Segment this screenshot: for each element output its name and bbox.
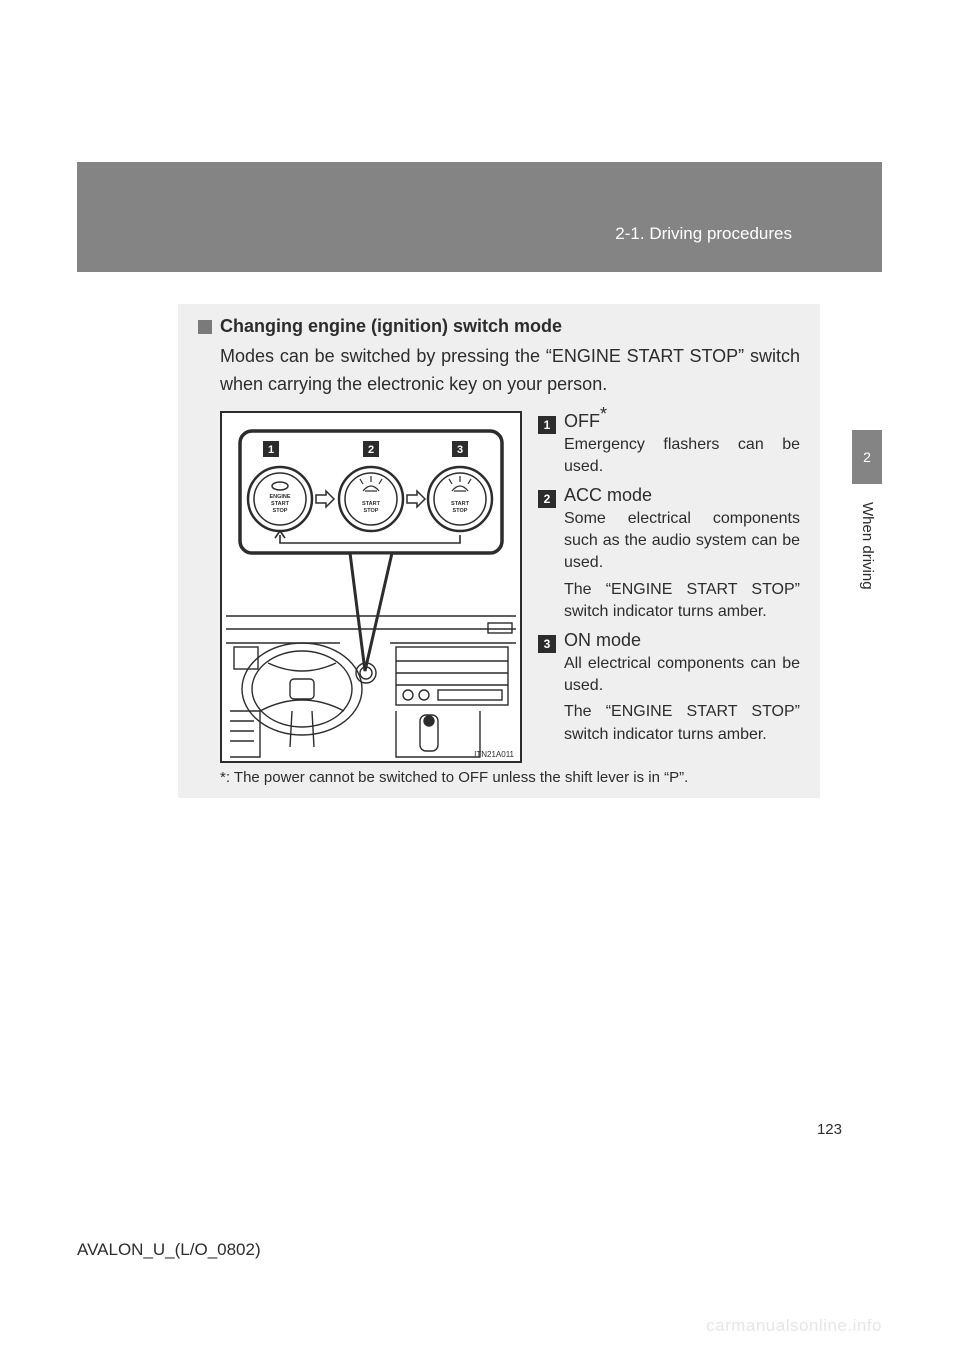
header-band: 2-1. Driving procedures <box>77 162 882 272</box>
mode-title: ON mode <box>564 630 641 651</box>
mode-item: 2 ACC mode Some electrical components su… <box>538 485 800 624</box>
heading-row: Changing engine (ignition) switch mode <box>198 316 800 337</box>
diagram-code: ITN21A011 <box>474 750 514 759</box>
callout-1-badge: 1 <box>263 441 279 457</box>
mode-desc: Emergency flashers can be used. <box>564 434 800 479</box>
watermark: carmanualsonline.info <box>706 1316 882 1336</box>
callout-3-badge: 3 <box>452 441 468 457</box>
page-number: 123 <box>817 1121 842 1138</box>
svg-text:STOP: STOP <box>453 508 468 514</box>
section-label: 2-1. Driving procedures <box>615 224 792 244</box>
two-column-layout: 1 2 3 <box>220 411 800 763</box>
intro-text: Modes can be switched by pressing the “E… <box>220 343 800 399</box>
chapter-title-tab: When driving <box>859 502 876 590</box>
mode-desc: The “ENGINE START STOP” switch indicator… <box>564 701 800 746</box>
heading-text: Changing engine (ignition) switch mode <box>220 316 562 337</box>
engine-button-off: ENGINE START STOP <box>248 467 312 531</box>
mode-title-text: OFF <box>564 411 600 431</box>
mode-list: 1 OFF* Emergency flashers can be used. 2… <box>538 411 800 763</box>
footnote-text: : The power cannot be switched to OFF un… <box>226 769 688 786</box>
mode-title-row: 1 OFF* <box>538 411 800 432</box>
svg-text:START: START <box>362 501 381 507</box>
num-badge-1: 1 <box>538 416 556 434</box>
chapter-num-tab: 2 <box>852 430 882 484</box>
mode-desc: Some electrical components such as the a… <box>564 508 800 575</box>
mode-title: OFF* <box>564 411 607 432</box>
svg-text:STOP: STOP <box>364 508 379 514</box>
content-box: Changing engine (ignition) switch mode M… <box>178 304 820 798</box>
mode-title-row: 2 ACC mode <box>538 485 800 506</box>
num-badge-3: 3 <box>538 635 556 653</box>
num-badge-2: 2 <box>538 490 556 508</box>
side-tab: 2 When driving <box>852 430 882 710</box>
svg-text:3: 3 <box>457 444 463 456</box>
svg-text:START: START <box>451 501 470 507</box>
mode-desc: All electrical components can be used. <box>564 653 800 698</box>
mode-desc: The “ENGINE START STOP” switch indicator… <box>564 579 800 624</box>
svg-text:START: START <box>271 501 290 507</box>
footnote: *: The power cannot be switched to OFF u… <box>220 769 800 786</box>
button-panel: 1 2 3 <box>240 431 502 553</box>
mode-item: 1 OFF* Emergency flashers can be used. <box>538 411 800 479</box>
mode-item: 3 ON mode All electrical components can … <box>538 630 800 747</box>
square-bullet-icon <box>198 320 212 334</box>
svg-text:1: 1 <box>268 444 274 456</box>
engine-button-on: START STOP <box>428 467 492 531</box>
asterisk-icon: * <box>600 404 607 424</box>
mode-title: ACC mode <box>564 485 652 506</box>
mode-title-row: 3 ON mode <box>538 630 800 651</box>
svg-text:ENGINE: ENGINE <box>269 494 290 500</box>
engine-button-acc: START STOP <box>339 467 403 531</box>
svg-text:STOP: STOP <box>273 508 288 514</box>
ignition-switch-diagram: 1 2 3 <box>220 411 522 763</box>
callout-2-badge: 2 <box>363 441 379 457</box>
svg-text:2: 2 <box>368 444 374 456</box>
doc-code: AVALON_U_(L/O_0802) <box>77 1240 261 1260</box>
manual-page: 2-1. Driving procedures Changing engine … <box>0 0 960 1358</box>
